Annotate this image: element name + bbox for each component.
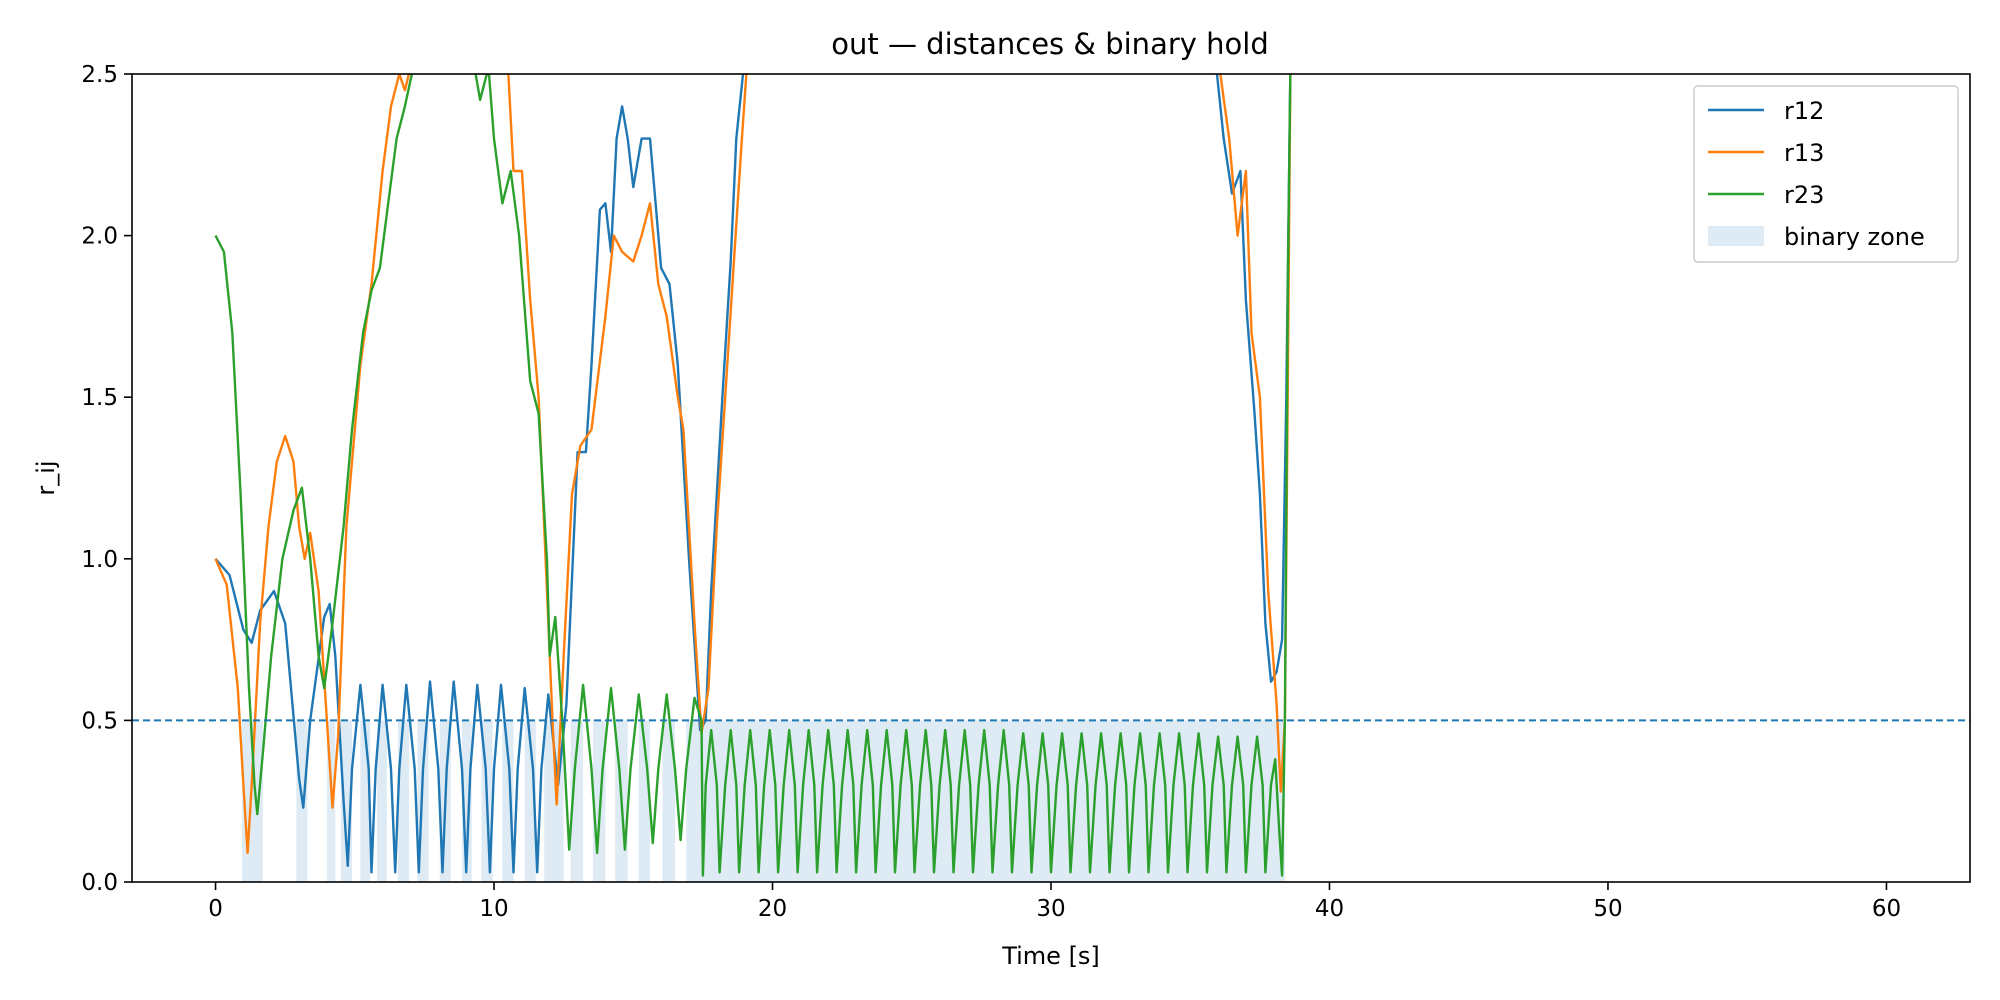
binary-zone-span xyxy=(417,720,429,882)
binary-zone-span xyxy=(377,720,387,882)
x-tick-label: 60 xyxy=(1872,896,1901,922)
binary-zone-span xyxy=(662,720,676,882)
x-tick-label: 20 xyxy=(758,896,787,922)
x-tick-label: 40 xyxy=(1315,896,1344,922)
chart-title: out — distances & binary hold xyxy=(831,27,1268,61)
legend-label-r13: r13 xyxy=(1784,139,1824,167)
x-tick-label: 30 xyxy=(1036,896,1065,922)
binary-zone-span xyxy=(340,720,353,882)
series-line-r23 xyxy=(214,74,1292,877)
binary-zone-span xyxy=(524,720,536,882)
x-tick-label: 0 xyxy=(208,896,223,922)
y-tick-label: 1.5 xyxy=(81,385,118,411)
y-tick-label: 0.0 xyxy=(81,870,118,896)
binary-zone-span xyxy=(638,720,650,882)
legend-label-r12: r12 xyxy=(1784,97,1824,125)
y-tick-label: 2.5 xyxy=(81,62,118,88)
legend-label-r23: r23 xyxy=(1784,181,1824,209)
y-tick-label: 1.0 xyxy=(81,547,118,573)
legend-label-binary-zone: binary zone xyxy=(1784,223,1925,251)
legend-swatch-binary-zone xyxy=(1708,226,1764,246)
x-tick-label: 10 xyxy=(479,896,508,922)
legend-box xyxy=(1693,85,1959,263)
y-axis-label: r_ij xyxy=(32,460,60,495)
x-axis-label: Time [s] xyxy=(1001,942,1100,970)
binary-zone-span xyxy=(360,720,371,882)
binary-zone-span xyxy=(397,720,410,882)
legend: r12 r13 r23 binary zone xyxy=(1693,85,1959,263)
y-tick-label: 0.5 xyxy=(81,708,118,734)
x-tick-label: 50 xyxy=(1593,896,1622,922)
y-tick-label: 2.0 xyxy=(81,224,118,250)
series-line-r13 xyxy=(214,74,1292,855)
y-axis-ticks: 0.0 0.5 1.0 1.5 2.0 2.5 xyxy=(81,62,132,896)
series-line-r12 xyxy=(214,74,1292,874)
series-layer xyxy=(214,74,1292,877)
binary-zone-span xyxy=(502,720,514,882)
x-axis-ticks: 0 10 20 30 40 50 60 xyxy=(208,882,1901,922)
binary-zone-span xyxy=(462,720,472,882)
binary-zone-span xyxy=(570,720,584,882)
